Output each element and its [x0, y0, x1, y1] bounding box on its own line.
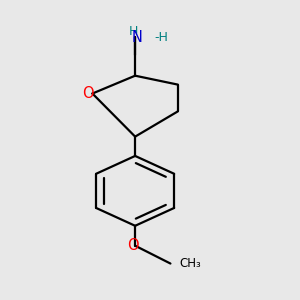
Text: -H: -H [154, 31, 168, 44]
Text: N: N [132, 30, 142, 45]
Text: O: O [82, 86, 94, 101]
Text: O: O [128, 238, 139, 253]
Text: CH₃: CH₃ [180, 257, 202, 270]
Text: H: H [129, 25, 138, 38]
